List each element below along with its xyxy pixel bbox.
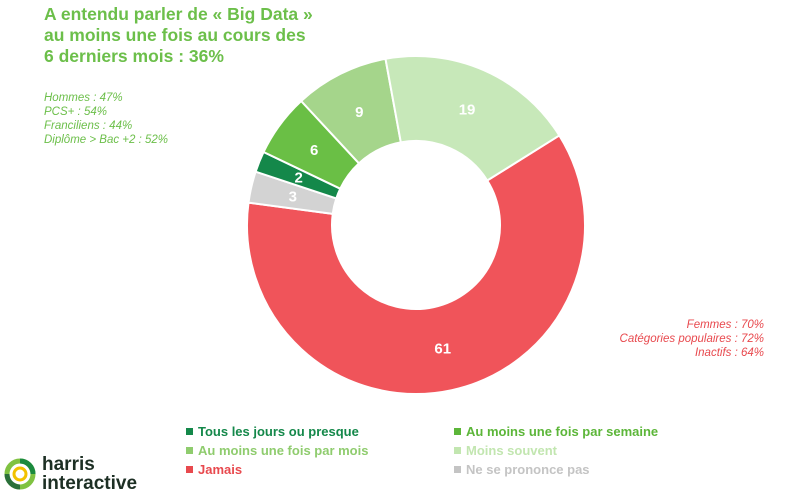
- legend-label: Au moins une fois par semaine: [466, 424, 659, 439]
- legend-item-par-semaine: Au moins une fois par semaine: [454, 424, 658, 439]
- legend-label: Tous les jours ou presque: [198, 424, 359, 439]
- data-label-jamais: 61: [434, 341, 451, 358]
- data-label-au-moins-une-fois-par-mois: 9: [355, 104, 363, 121]
- title-line-1: A entendu parler de « Big Data »: [44, 4, 313, 24]
- legend-label: Jamais: [198, 462, 243, 477]
- legend-swatch: [186, 428, 193, 436]
- notes-right: Femmes : 70% Catégories populaires : 72%…: [620, 318, 764, 360]
- note-right-3: Inactifs : 64%: [694, 347, 764, 359]
- note-left-2: PCS+ : 54%: [44, 106, 107, 118]
- legend-item-ne-se-prononce-pas: Ne se prononce pas: [454, 462, 590, 477]
- harris-interactive-logo: harris interactive: [2, 452, 162, 496]
- logo-ring-icon: [4, 458, 36, 490]
- note-right-2: Catégories populaires : 72%: [619, 333, 764, 345]
- logo-text-line-1: harris: [42, 454, 95, 475]
- legend-item-jamais: Jamais: [186, 462, 242, 477]
- data-label-tous-les-jours-ou-presque: 2: [295, 170, 303, 187]
- note-right-1: Femmes : 70%: [686, 319, 764, 331]
- data-label-moins-souvent: 19: [459, 101, 476, 118]
- legend-swatch: [186, 447, 193, 455]
- data-label-au-moins-une-fois-par-semaine: 6: [310, 142, 318, 159]
- legend-swatch: [454, 447, 461, 455]
- legend-item-par-mois: Au moins une fois par mois: [186, 443, 368, 458]
- legend-label: Moins souvent: [466, 443, 558, 458]
- legend-label: Ne se prononce pas: [466, 462, 590, 477]
- legend-item-tous-les-jours: Tous les jours ou presque: [186, 424, 359, 439]
- slice-moins-souvent: [384, 55, 561, 182]
- legend-label: Au moins une fois par mois: [198, 443, 369, 458]
- legend-swatch: [186, 466, 193, 474]
- slice-jamais: [246, 134, 586, 395]
- title-line-3: 6 derniers mois : 36%: [44, 46, 224, 66]
- logo-text-line-2: interactive: [42, 473, 138, 494]
- title-line-2: au moins une fois au cours des: [44, 25, 306, 45]
- chart-title: A entendu parler de « Big Data » au moin…: [44, 4, 344, 67]
- note-left-3: Franciliens : 44%: [44, 120, 133, 132]
- logo-text: harris interactive: [42, 455, 137, 493]
- note-left-1: Hommes : 47%: [44, 92, 123, 104]
- legend-swatch: [454, 466, 461, 474]
- legend-item-moins-souvent: Moins souvent: [454, 443, 557, 458]
- legend-swatch: [454, 428, 461, 436]
- note-left-4: Diplôme > Bac +2 : 52%: [44, 134, 169, 146]
- notes-left: Hommes : 47% PCS+ : 54% Franciliens : 44…: [44, 91, 168, 147]
- data-label-ne-se-prononce-pas: 3: [289, 189, 297, 206]
